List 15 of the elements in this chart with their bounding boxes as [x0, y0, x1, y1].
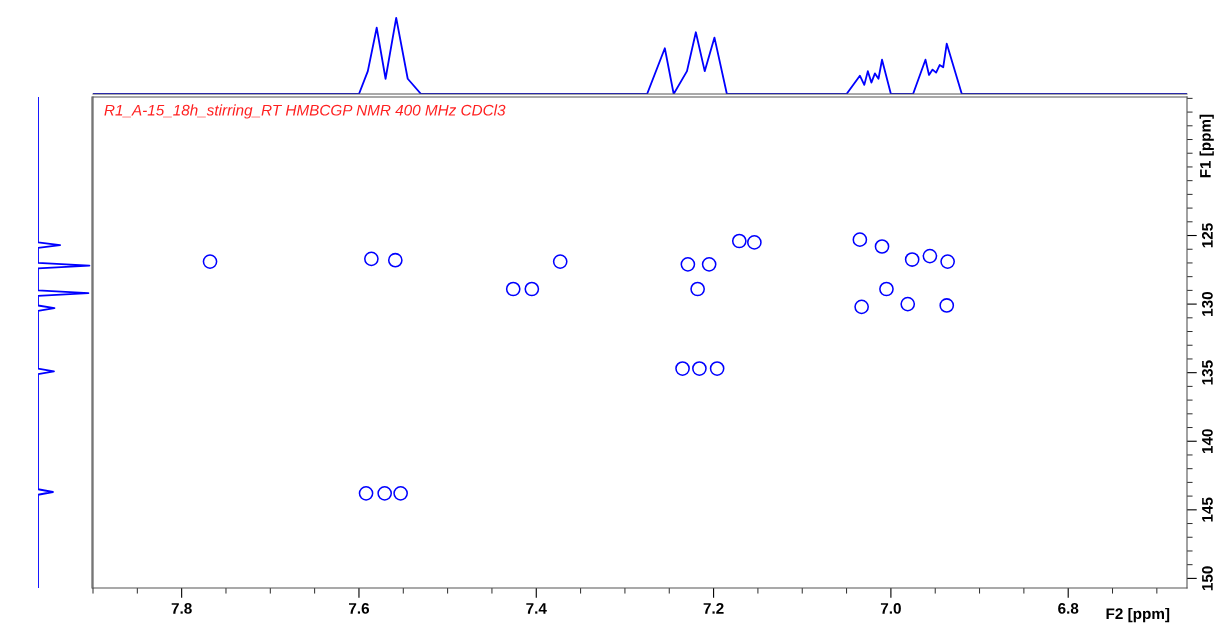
x-tick-label: 7.8	[171, 602, 192, 614]
x-tick-label: 7.6	[349, 602, 370, 614]
y-tick-label: 140	[1201, 429, 1213, 454]
x-tick-label: 7.2	[703, 602, 724, 614]
x-tick-label: 7.4	[526, 603, 547, 614]
x-tick-label: 7.0	[880, 602, 901, 614]
chart-title: R1_A-15_18h_stirring_RT HMBCGP NMR 400 MHz CDCl3	[104, 104, 506, 119]
y-tick-label: 125	[1201, 223, 1213, 248]
x-axis-title: F2 [ppm]	[1106, 607, 1170, 623]
x-tick-label: 6.8	[1058, 602, 1079, 614]
y-tick-label: 145	[1202, 497, 1213, 522]
y-tick-label: 130	[1201, 291, 1213, 316]
y-axis-title: F1 [ppm]	[1199, 114, 1214, 178]
y-tick-label: 135	[1201, 360, 1213, 385]
y-tick-label: 150	[1201, 566, 1213, 591]
